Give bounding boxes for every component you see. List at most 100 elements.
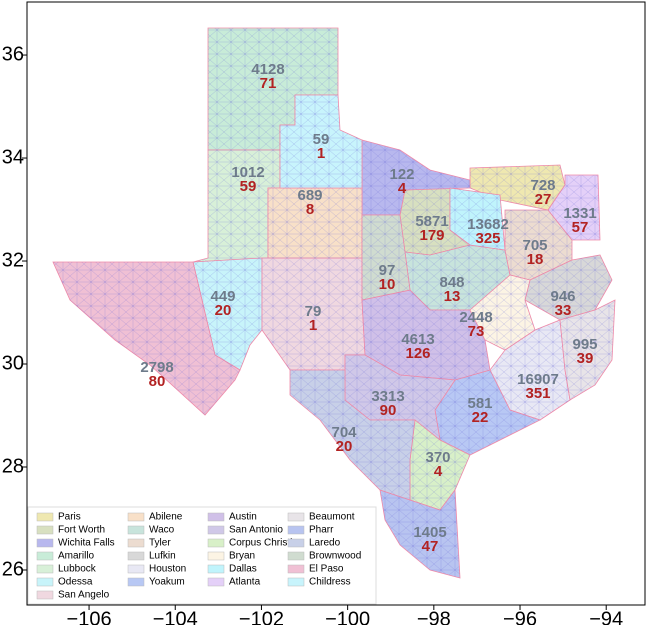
legend-label: Bryan [229,551,255,562]
district-count: 79 [305,303,322,320]
district-deaths: 20 [215,302,232,319]
district-mesh [405,245,510,310]
legend-swatch [127,525,145,535]
legend-swatch [287,538,305,548]
district-mesh [208,28,338,150]
district-deaths: 4 [434,463,443,480]
district-mesh [410,420,470,510]
district-deaths: 179 [419,227,444,244]
district-mesh [362,215,410,300]
y-tick-label: 30 [2,352,24,374]
district-mesh [470,165,565,210]
district-mesh [400,188,470,255]
district-deaths: 18 [527,251,544,268]
district-mesh [193,258,262,370]
district-count: 946 [550,288,575,305]
legend: Paris Fort Worth Wichita Falls Amarillo Lubb… [36,512,361,601]
district-mesh [380,490,460,578]
y-tick-label: 28 [2,455,24,477]
y-tick-label: 34 [2,146,24,168]
district-mesh [450,188,505,250]
legend-swatch [36,564,54,574]
legend-label: Fort Worth [58,525,105,536]
legend-label: San Angelo [58,590,110,601]
district-deaths: 90 [380,402,397,419]
district-deaths: 71 [260,75,277,92]
district-count: 3313 [371,388,404,405]
district-deaths: 1 [317,145,325,162]
x-tick-label: −102 [239,608,284,625]
legend-swatch [207,538,225,548]
y-tick-label: 26 [2,558,24,580]
legend-label: Atlanta [229,577,261,588]
district-mesh [435,370,540,455]
legend-label: Odessa [58,577,93,588]
legend-label: Paris [58,512,81,523]
legend-swatch [127,551,145,561]
legend-label: Abilene [149,512,183,523]
district-count: 1405 [413,524,446,541]
district-count: 449 [210,288,235,305]
legend-swatch [207,512,225,522]
legend-label: El Paso [309,564,344,575]
district-count: 370 [425,449,450,466]
district-mesh [290,370,415,500]
district-mesh [53,262,240,415]
district-mesh [362,290,490,380]
legend-swatch [127,538,145,548]
x-tick-label: −106 [67,608,112,625]
district-count: 5871 [415,213,448,230]
legend-swatch [207,551,225,561]
legend-label: Brownwood [309,551,361,562]
district-mesh [268,188,362,258]
district-mesh [345,355,455,440]
district-count: 2798 [140,359,173,376]
district-count: 2448 [459,309,492,326]
district-deaths: 351 [525,385,550,402]
district-count: 728 [530,177,555,194]
legend-swatch [36,525,54,535]
legend-swatch [127,564,145,574]
district-deaths: 59 [240,178,257,195]
district-deaths: 73 [468,323,485,340]
district-deaths: 22 [472,409,489,426]
axes: −106 −104 −102 −100 −98 −96 −94 26 28 30 32 34 36 [2,43,623,625]
district-count: 848 [439,274,464,291]
legend-swatch [287,551,305,561]
legend-label: Wichita Falls [58,538,115,549]
district-deaths: 27 [535,191,552,208]
y-tick-label: 36 [2,43,24,65]
legend-label: Childress [309,577,351,588]
legend-label: Yoakum [149,577,185,588]
district-count: 122 [389,166,414,183]
legend-label: Waco [149,525,175,536]
district-count: 59 [313,131,330,148]
district-deaths: 47 [422,538,439,555]
x-tick-label: −98 [417,608,451,625]
district-mesh [490,320,570,420]
legend-swatch [36,577,54,587]
legend-swatch [287,525,305,535]
legend-label: Tyler [149,538,171,549]
district-count: 16907 [517,371,559,388]
district-mesh [505,210,572,280]
legend-label: Austin [229,512,257,523]
plot-frame [26,1,646,606]
district-count: 1331 [563,205,596,222]
legend-swatch [287,577,305,587]
district-deaths: 4 [398,180,407,197]
legend-swatch [36,512,54,522]
legend-box [27,506,377,605]
district-count: 581 [467,395,492,412]
district-count: 995 [572,336,597,353]
x-tick-label: −94 [589,608,623,625]
x-tick-label: −104 [153,608,198,625]
legend-swatch [36,538,54,548]
regions [52,27,616,579]
district-count: 4613 [401,331,434,348]
district-mesh [193,150,280,262]
district-mesh [548,175,600,240]
district-deaths: 1 [309,317,317,334]
district-deaths: 20 [336,438,353,455]
